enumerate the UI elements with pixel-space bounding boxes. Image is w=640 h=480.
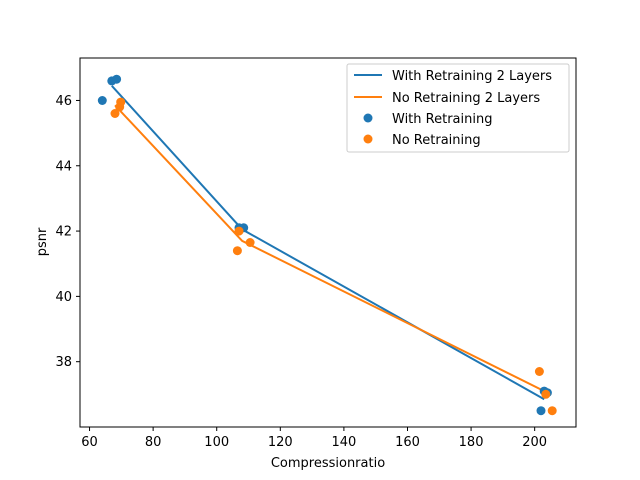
series-line-no-retraining-2-layers (114, 104, 545, 392)
axes-frame (79, 57, 577, 428)
point-no-retraining-3 (232, 246, 242, 256)
x-tick-label: 140 (331, 435, 356, 450)
x-tick-label: 60 (81, 435, 98, 450)
y-tick-label: 38 (55, 355, 72, 370)
legend-box (346, 63, 570, 153)
point-no-retraining-8 (547, 406, 557, 416)
y-axis-ticks: 38 40 42 44 46 (55, 94, 80, 370)
point-no-retraining-2 (116, 97, 126, 107)
point-with-retraining-5 (536, 406, 546, 416)
legend-marker-no-retraining (363, 134, 373, 144)
legend-label-with-retraining-2-layers: With Retraining 2 Layers (392, 69, 552, 84)
point-no-retraining-5 (245, 238, 255, 247)
x-tick-label: 100 (204, 435, 229, 450)
plot-points (97, 74, 557, 416)
point-with-retraining-0 (97, 96, 107, 105)
point-no-retraining-0 (110, 109, 120, 118)
x-tick-label: 180 (459, 435, 484, 450)
y-tick-label: 42 (55, 225, 72, 240)
point-with-retraining-2 (112, 74, 122, 84)
x-tick-label: 80 (145, 435, 162, 450)
legend-label-no-retraining: No Retraining (392, 133, 481, 148)
x-tick-label: 160 (395, 435, 420, 450)
x-tick-label: 200 (522, 435, 547, 450)
legend-label-no-retraining-2-layers: No Retraining 2 Layers (392, 91, 540, 106)
legend-label-with-retraining: With Retraining (392, 112, 492, 127)
y-axis-label: psnr (35, 227, 50, 256)
x-axis-label: Compressionratio (271, 456, 385, 471)
x-axis-ticks: 60 80 100 120 140 160 180 200 (81, 427, 547, 450)
y-tick-label: 46 (55, 94, 72, 109)
y-tick-label: 44 (55, 159, 72, 174)
legend: With Retraining 2 Layers No Retraining 2… (346, 63, 570, 153)
legend-marker-with-retraining (363, 113, 373, 123)
point-no-retraining-7 (541, 389, 551, 399)
point-no-retraining-4 (234, 226, 244, 236)
y-tick-label: 40 (55, 290, 72, 305)
x-tick-label: 120 (268, 435, 293, 450)
point-no-retraining-6 (534, 367, 544, 376)
